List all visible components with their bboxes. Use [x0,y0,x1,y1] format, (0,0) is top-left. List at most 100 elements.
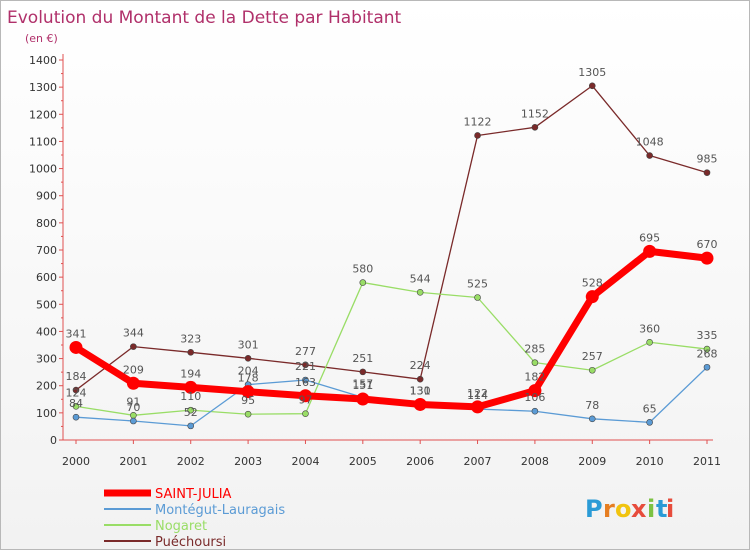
x-tick-label: 2006 [406,455,434,468]
logo-letter: P [585,495,603,523]
data-point [531,407,539,415]
data-point [69,340,83,354]
data-point [359,368,367,376]
y-tick-label: 1200 [29,108,57,121]
data-label: 341 [66,327,87,340]
data-point [474,294,481,301]
logo-letter: o [615,495,632,523]
data-point [588,415,596,423]
legend-label: SAINT-JULIA [155,487,232,502]
legend: SAINT-JULIAMontégut-LauragaisNogaretPuéc… [104,487,285,550]
data-point [187,406,195,414]
x-tick-label: 2001 [119,455,147,468]
x-tick-label: 2009 [578,455,606,468]
data-label: 251 [352,352,373,365]
data-label: 184 [66,370,87,383]
data-label: 301 [238,338,259,351]
data-label: 157 [352,377,373,390]
data-label: 335 [697,329,718,342]
data-label: 544 [410,272,431,285]
data-point [187,349,195,356]
data-label: 84 [69,397,83,410]
data-point [646,419,653,426]
x-tick-label: 2000 [62,455,90,468]
y-tick-label: 100 [36,407,57,420]
data-label: 221 [295,360,316,373]
data-point [72,403,80,410]
data-label: 178 [238,372,259,385]
y-tick-label: 900 [36,190,57,203]
data-label: 122 [467,387,488,400]
data-label: 1122 [464,115,492,128]
x-tick-label: 2010 [636,455,664,468]
legend-label: Montégut-Lauragais [155,503,285,518]
data-point [126,376,140,390]
data-point [187,422,195,430]
logo-letter: i [647,495,655,523]
data-label: 163 [295,376,316,389]
axes: 0 100 200 300 400 500 600 700 800 900 1000 1100 1200… [29,54,721,468]
data-label: 224 [410,359,431,372]
data-point [703,345,711,353]
data-label: 323 [180,332,201,345]
data-label: 110 [180,390,201,403]
x-tick-label: 2008 [521,455,549,468]
data-label: 65 [643,402,657,415]
x-tick-label: 2007 [464,455,492,468]
y-tick-label: 1400 [29,54,57,67]
data-point [356,392,370,406]
chart-subtitle: (en €) [25,32,58,45]
data-label: 1305 [578,66,606,79]
data-point [528,384,542,398]
y-tick-label: 500 [36,298,57,311]
data-label: 182 [524,371,545,384]
data-label: 97 [298,394,312,407]
data-label: 106 [524,391,545,404]
data-point [471,400,485,414]
y-tick-label: 1000 [29,163,57,176]
data-label: 257 [582,350,603,363]
data-point [72,386,80,394]
series-line-0 [72,247,711,411]
data-label: 580 [352,263,373,276]
plot-area [69,82,714,430]
y-tick-label: 600 [36,271,57,284]
data-point [184,380,198,394]
data-point [298,389,312,403]
series-line-2 [75,281,708,416]
y-tick-label: 200 [36,380,57,393]
data-label: 78 [585,399,599,412]
data-point [413,397,427,411]
data-label: 1048 [636,136,664,149]
data-point [72,413,80,421]
data-label: 114 [467,389,488,402]
legend-label: Puéchoursi [155,535,226,550]
x-tick-label: 2011 [693,455,721,468]
logo-letter: x [631,495,647,523]
legend-label: Nogaret [155,519,207,534]
x-tick-label: 2003 [234,455,262,468]
x-tick-label: 2005 [349,455,377,468]
data-label: 695 [639,231,660,244]
data-point [703,363,711,371]
y-tick-label: 700 [36,244,57,257]
data-point [302,410,309,417]
data-point [474,132,481,139]
y-tick-label: 400 [36,325,57,338]
data-label: 528 [582,277,603,290]
data-label: 151 [352,379,373,392]
y-tick-label: 1100 [29,135,57,148]
data-point [588,366,596,374]
data-label: 204 [238,365,259,378]
data-label: 277 [295,345,316,358]
data-label: 91 [126,395,140,408]
data-label: 344 [123,327,144,340]
data-point [646,152,653,159]
logo-letter: r [603,495,615,523]
data-point [241,385,255,399]
data-label: 52 [184,406,198,419]
x-tick-label: 2002 [177,455,205,468]
chart-title: Evolution du Montant de la Dette par Hab… [7,8,402,28]
